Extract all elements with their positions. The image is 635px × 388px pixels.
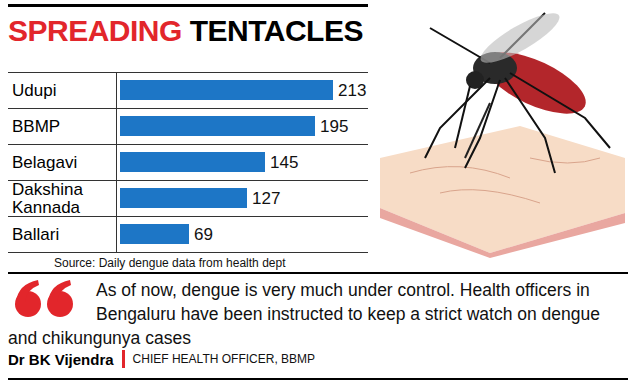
html-text:Dr BK Vijendra: Dr BK Vijendra xyxy=(8,350,114,368)
svg-text:BBMP: BBMP xyxy=(12,117,60,136)
svg-text:195: 195 xyxy=(320,117,348,136)
html-text:CHIEF HEALTH OFFICER, BBMP: CHIEF HEALTH OFFICER, BBMP xyxy=(132,352,316,366)
html-text:Source: Daily dengue data from: Source: Daily dengue data from health de… xyxy=(54,256,286,270)
svg-text:DakshinaKannada: DakshinaKannada xyxy=(12,180,83,217)
svg-text:Ballari: Ballari xyxy=(12,225,59,244)
svg-text:127: 127 xyxy=(252,189,280,208)
svg-text:145: 145 xyxy=(270,153,298,172)
svg-text:69: 69 xyxy=(194,225,213,244)
html-text:SPREADING TENTACLES: SPREADING TENTACLES xyxy=(8,14,363,47)
svg-text:Belagavi: Belagavi xyxy=(12,153,77,172)
svg-text:Udupi: Udupi xyxy=(12,81,56,100)
svg-text:213: 213 xyxy=(338,81,366,100)
html-text:As of now, dengue is very much: As of now, dengue is very much under con… xyxy=(8,280,600,348)
